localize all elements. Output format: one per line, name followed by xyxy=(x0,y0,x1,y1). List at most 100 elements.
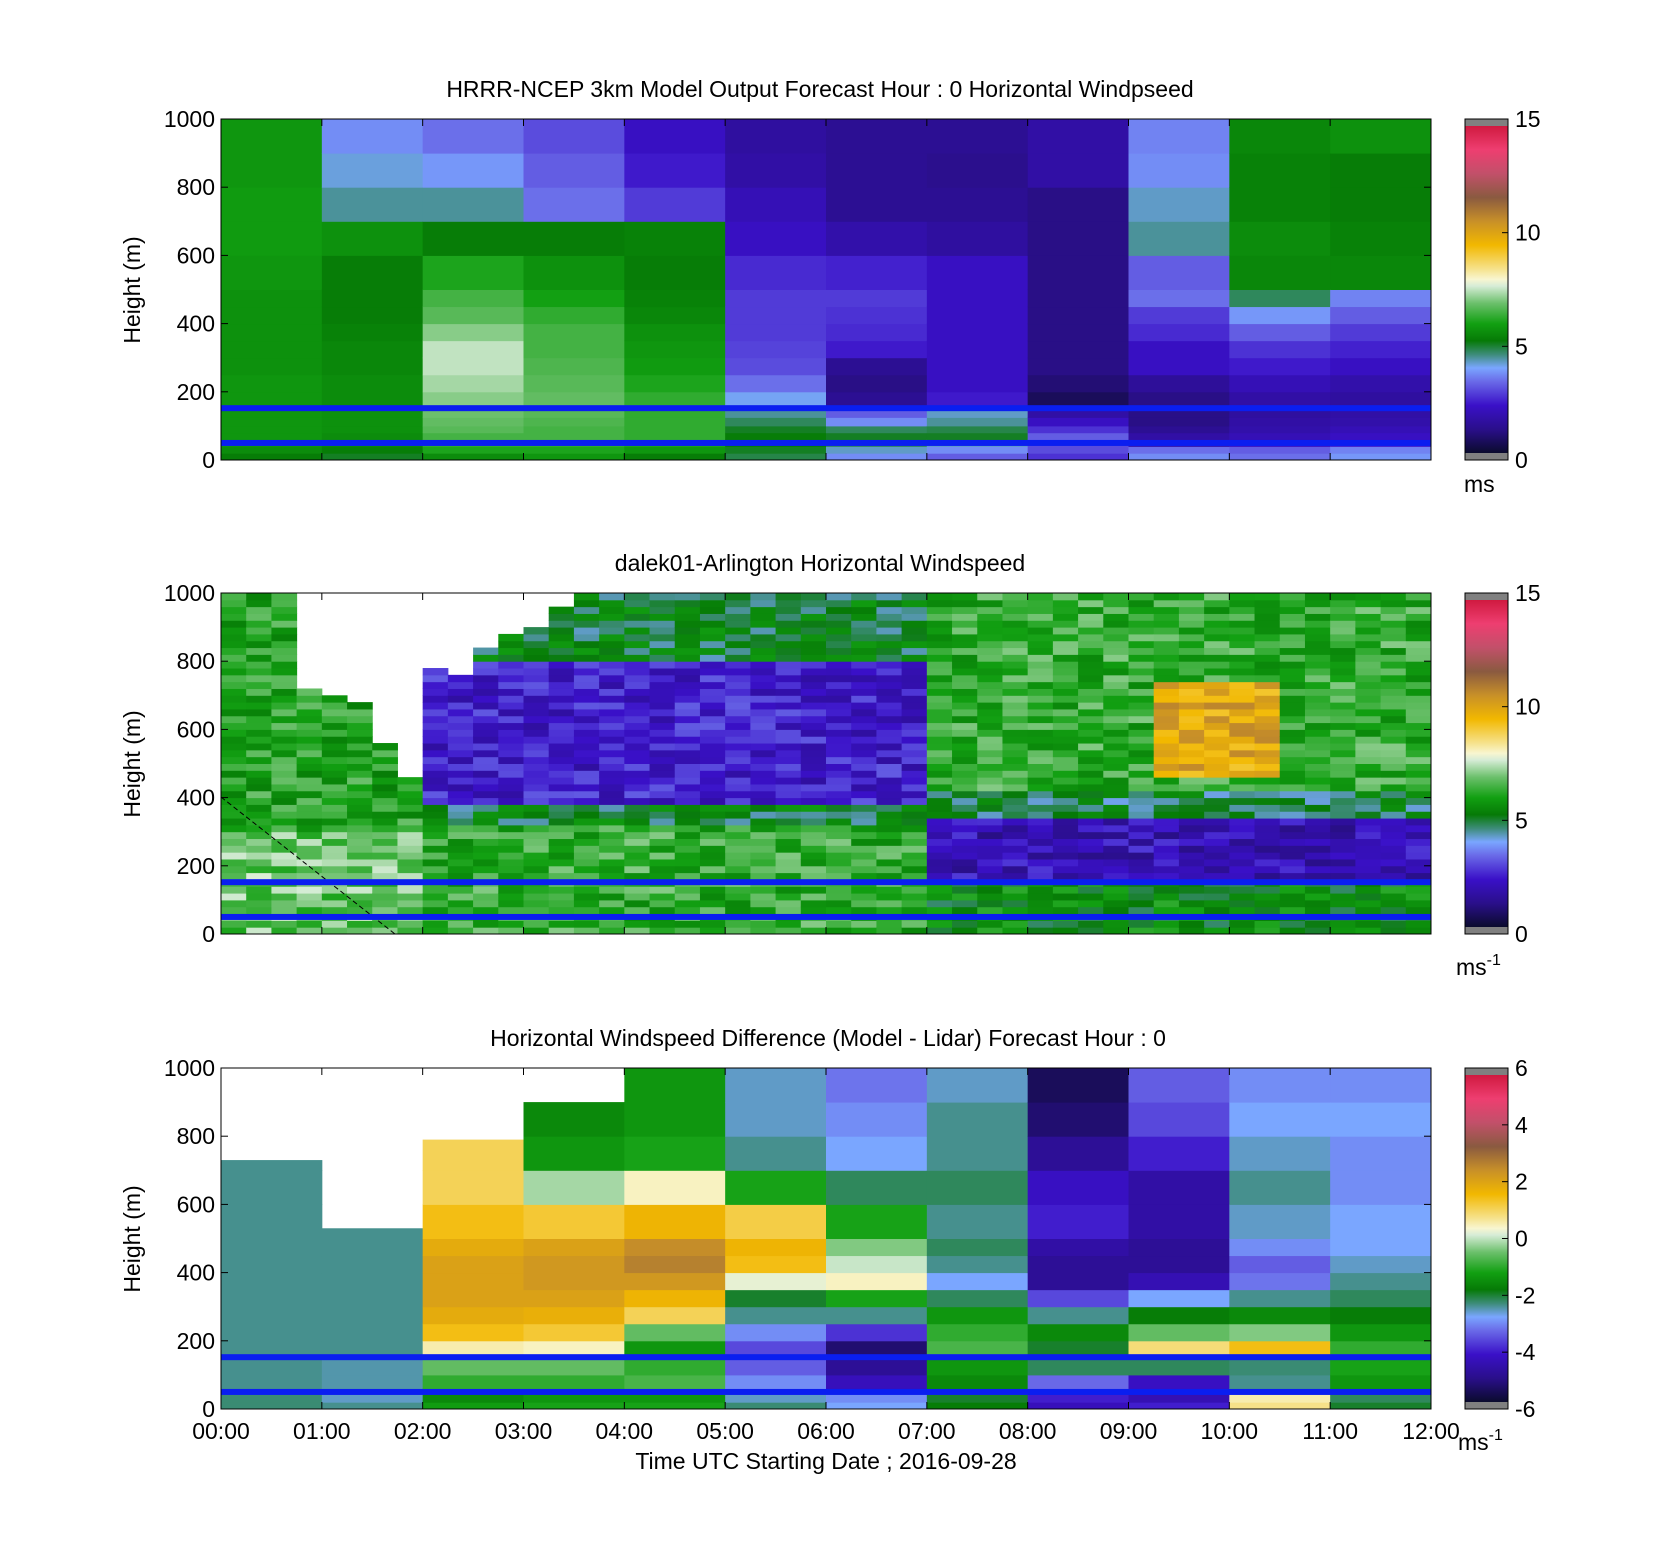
lidar-cell xyxy=(1204,627,1230,635)
lidar-cell xyxy=(851,620,877,628)
lidar-cell xyxy=(901,593,928,601)
lidar-cell xyxy=(1204,906,1230,915)
model-cell xyxy=(1128,453,1230,461)
lidar-cell xyxy=(246,749,272,758)
lidar-cell xyxy=(1027,920,1054,928)
lidar-cell xyxy=(851,893,877,901)
lidar-cell xyxy=(1178,783,1205,792)
lidar-cell xyxy=(1279,777,1306,785)
lidar-cell xyxy=(1279,804,1306,812)
lidar-cell xyxy=(473,647,499,655)
model-cell xyxy=(624,453,726,461)
lidar-cell xyxy=(674,886,701,894)
lidar-cell xyxy=(523,899,550,908)
lidar-cell xyxy=(1254,811,1281,819)
lidar-cell xyxy=(1153,599,1180,608)
lidar-cell xyxy=(775,668,802,676)
lidar-cell xyxy=(699,722,726,730)
lidar-cell xyxy=(422,777,449,785)
lidar-cell xyxy=(649,647,676,655)
lidar-cell xyxy=(926,633,953,642)
lidar-cell xyxy=(901,804,928,812)
lidar-cell xyxy=(1052,729,1079,737)
lidar-cell xyxy=(1254,756,1281,764)
difference-cell xyxy=(321,1340,424,1359)
model-cell xyxy=(1229,340,1331,359)
lidar-cell xyxy=(321,893,348,901)
lidar-cell xyxy=(1355,681,1382,689)
lidar-cell xyxy=(1279,770,1306,778)
lidar-cell xyxy=(599,893,625,901)
lidar-cell xyxy=(271,865,298,874)
lidar-cell xyxy=(1027,702,1054,710)
lidar-cell xyxy=(1027,633,1054,642)
lidar-cell xyxy=(1304,783,1331,792)
lidar-cell xyxy=(876,811,903,819)
lidar-cell xyxy=(473,695,499,703)
lidar-cell xyxy=(246,715,272,724)
lidar-cell xyxy=(1178,777,1205,785)
model-cell xyxy=(624,187,726,222)
lidar-cell xyxy=(296,702,323,710)
lidar-cell xyxy=(246,783,272,792)
lidar-cell xyxy=(1304,668,1331,676)
lidar-cell xyxy=(926,899,953,908)
lidar-cell xyxy=(750,681,777,689)
lidar-cell xyxy=(1128,811,1155,819)
lidar-cell xyxy=(599,715,625,724)
model-cell xyxy=(422,417,524,427)
lidar-cell xyxy=(347,845,373,853)
lidar-cell xyxy=(1002,722,1029,730)
model-cell xyxy=(624,374,726,393)
lidar-cell xyxy=(901,702,928,710)
model-cell xyxy=(523,417,625,427)
lidar-cell xyxy=(573,763,600,771)
lidar-cell xyxy=(1229,797,1256,805)
lidar-cell xyxy=(221,736,247,744)
lidar-cell xyxy=(800,593,827,601)
lidar-cell xyxy=(750,797,777,805)
model-cell xyxy=(523,153,625,188)
lidar-cell xyxy=(523,695,550,703)
lidar-cell xyxy=(1078,633,1104,642)
lidar-cell xyxy=(1052,695,1079,703)
lidar-cell xyxy=(397,872,424,880)
lidar-cell xyxy=(1204,818,1230,826)
lidar-cell xyxy=(1178,722,1205,730)
lidar-cell xyxy=(221,613,247,621)
lidar-cell xyxy=(548,893,575,901)
lidar-cell xyxy=(977,756,1003,764)
model-cell xyxy=(1027,391,1129,410)
difference-cell xyxy=(1330,1272,1432,1291)
lidar-cell xyxy=(775,722,802,730)
lidar-cell xyxy=(624,640,651,649)
lidar-cell xyxy=(271,688,298,696)
model-cell xyxy=(1229,323,1331,342)
lidar-cell xyxy=(624,811,651,819)
lidar-cell xyxy=(1103,695,1129,703)
difference-cell xyxy=(1330,1170,1432,1205)
difference-cell xyxy=(624,1068,726,1103)
lidar-cell xyxy=(851,852,877,860)
lidar-cell xyxy=(1103,708,1129,717)
lidar-cell xyxy=(271,606,298,614)
lidar-cell xyxy=(1204,838,1230,846)
lidar-cell xyxy=(1204,613,1230,621)
lidar-cell xyxy=(1052,872,1079,880)
lidar-cell xyxy=(296,777,323,785)
difference-heatmap xyxy=(221,1068,1432,1410)
lidar-cell xyxy=(952,722,978,730)
lidar-cell xyxy=(725,770,751,778)
lidar-cell xyxy=(1330,736,1356,744)
y-tick-label: 1000 xyxy=(164,1055,215,1081)
model-cell xyxy=(1027,255,1129,290)
lidar-cell xyxy=(1380,838,1407,846)
lidar-cell xyxy=(271,790,298,799)
model-cell xyxy=(826,391,928,410)
lidar-cell xyxy=(498,661,524,669)
lidar-cell xyxy=(347,899,373,908)
lidar-cell xyxy=(1355,743,1382,751)
lidar-cell xyxy=(271,763,298,771)
lidar-cell xyxy=(599,920,625,928)
difference-cell xyxy=(926,1272,1029,1291)
